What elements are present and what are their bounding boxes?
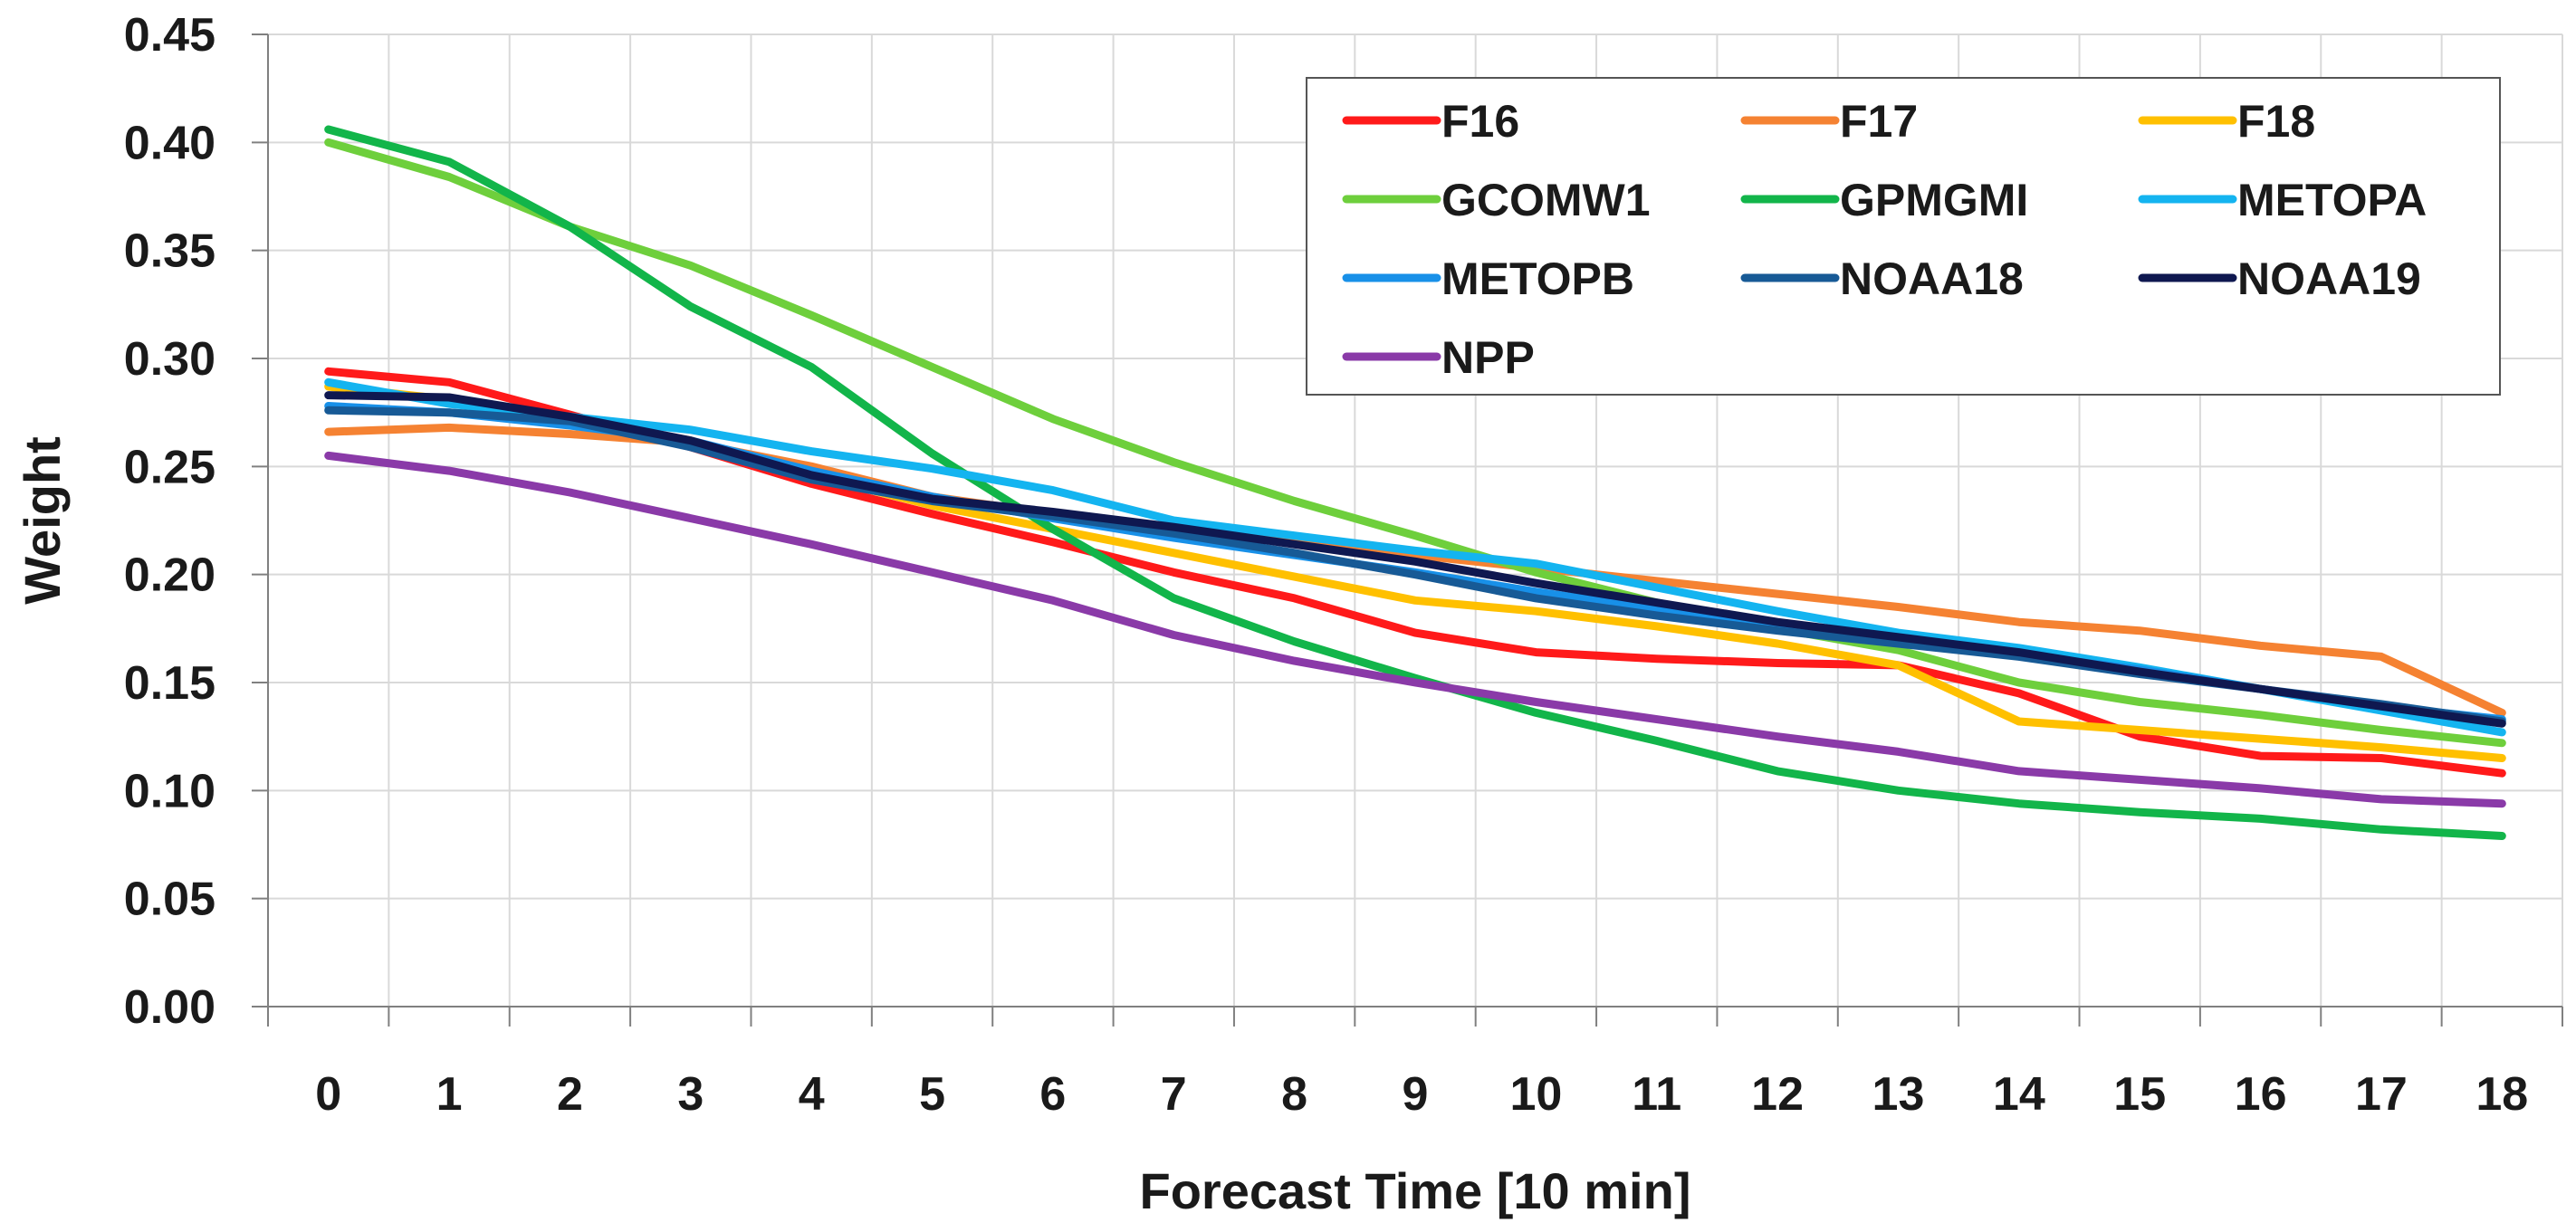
x-tick-label: 3	[677, 1068, 704, 1121]
y-tick-label: 0.00	[124, 981, 215, 1034]
legend-label-f17: F17	[1840, 96, 1918, 147]
y-tick-label: 0.15	[124, 657, 215, 710]
axes	[252, 33, 2563, 1027]
x-tick-label: 1	[436, 1068, 463, 1121]
series-lines	[324, 125, 2506, 840]
series-line-gpmgmi	[324, 125, 2506, 840]
y-tick-label: 0.45	[124, 9, 215, 62]
x-tick-label: 16	[2235, 1068, 2287, 1121]
x-tick-label: 11	[1632, 1068, 1681, 1121]
y-tick-label: 0.25	[124, 441, 215, 493]
x-tick-label: 7	[1161, 1068, 1187, 1121]
legend-label-f16: F16	[1441, 96, 1519, 147]
y-tick-label: 0.10	[124, 765, 215, 817]
legend-label-noaa19: NOAA19	[2237, 253, 2421, 304]
legend-label-f18: F18	[2237, 96, 2315, 147]
series-line-gcomw1	[324, 138, 2506, 748]
x-tick-label: 5	[919, 1068, 945, 1121]
legend-label-npp: NPP	[1441, 332, 1535, 383]
x-tick-label: 15	[2113, 1068, 2166, 1121]
x-tick-label: 13	[1872, 1068, 1925, 1121]
y-tick-label: 0.05	[124, 874, 215, 926]
x-tick-label: 6	[1039, 1068, 1066, 1121]
x-tick-label: 4	[799, 1068, 825, 1121]
x-tick-label: 17	[2355, 1068, 2408, 1121]
y-axis-title: Weight	[14, 436, 71, 605]
x-tick-label: 14	[1993, 1068, 2045, 1121]
y-tick-label: 0.30	[124, 333, 215, 386]
y-tick-label: 0.35	[124, 225, 215, 278]
series-line-noaa19	[324, 391, 2506, 728]
legend-box	[1306, 77, 2501, 396]
x-tick-label: 18	[2475, 1068, 2528, 1121]
legend: F16 F17 F18 GCOMW1 GPMGMI METOPA METOPB NOAA18 N…	[1306, 77, 2501, 396]
legend-label-metopa: METOPA	[2237, 175, 2427, 225]
y-tick-labels: 0.00 0.05 0.10 0.15 0.20 0.25 0.30 0.35 0.40 0.45	[124, 9, 215, 1034]
x-tick-label: 8	[1281, 1068, 1307, 1121]
x-tick-label: 12	[1751, 1068, 1804, 1121]
y-tick-label: 0.40	[124, 117, 215, 169]
x-tick-labels: 0 1 2 3 4 5 6 7 8 9 10 11 12 13 14 15 16 17 18	[315, 1068, 2528, 1121]
legend-label-gcomw1: GCOMW1	[1441, 175, 1651, 225]
x-tick-label: 2	[557, 1068, 583, 1121]
x-axis-title: Forecast Time [10 min]	[1140, 1162, 1691, 1219]
x-tick-label: 0	[315, 1068, 341, 1121]
series-line-npp	[324, 451, 2506, 808]
legend-label-metopb: METOPB	[1441, 253, 1634, 304]
legend-label-gpmgmi: GPMGMI	[1840, 175, 2028, 225]
x-tick-label: 10	[1509, 1068, 1562, 1121]
y-tick-label: 0.20	[124, 549, 215, 602]
legend-label-noaa18: NOAA18	[1840, 253, 2024, 304]
x-tick-label: 9	[1403, 1068, 1429, 1121]
